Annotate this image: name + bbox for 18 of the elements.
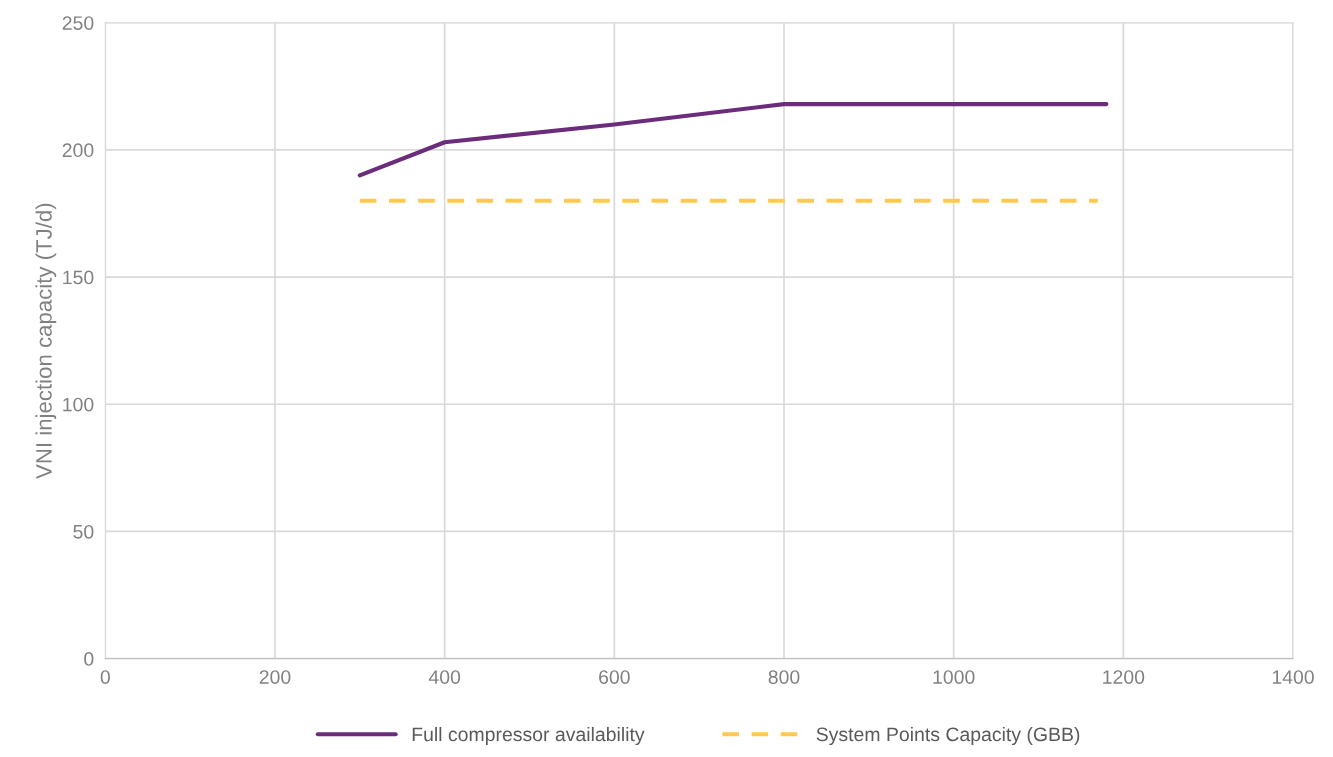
x-tick-label: 1000 <box>933 670 975 684</box>
line-series <box>357 102 1109 178</box>
y-tick-label: 150 <box>63 270 94 285</box>
y-axis-title: VNI injection capacity (TJ/d) <box>35 203 57 479</box>
legend-label: System Points Capacity (GBB) <box>816 726 1080 746</box>
x-tick-label: 200 <box>259 670 291 684</box>
x-tick-label: 800 <box>768 670 800 684</box>
legend-label: Full compressor availability <box>412 726 645 746</box>
x-tick-label: 400 <box>428 670 461 684</box>
x-tick-label: 1400 <box>1272 670 1314 684</box>
x-tick-label: 1200 <box>1103 670 1145 684</box>
y-tick-label: 100 <box>63 397 94 412</box>
y-tick-label: 200 <box>62 143 94 158</box>
y-tick-label: 50 <box>73 524 94 539</box>
y-tick-label: 250 <box>62 16 94 30</box>
x-tick-label: 600 <box>599 670 630 684</box>
x-tick-label: 0 <box>100 670 110 684</box>
y-tick-label: 0 <box>84 652 94 666</box>
